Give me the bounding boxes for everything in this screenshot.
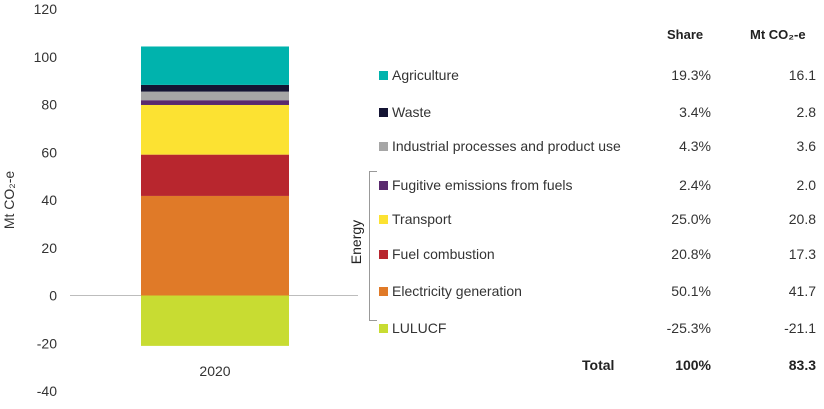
- total-share: 100%: [675, 357, 711, 373]
- legend-label: Agriculture: [392, 67, 459, 83]
- emissions-value: 16.1: [788, 67, 816, 83]
- legend-label: Industrial processes and product use: [392, 138, 621, 154]
- share-value: 25.0%: [671, 211, 711, 227]
- bar-segment: [141, 154, 289, 196]
- share-value: 50.1%: [671, 283, 711, 299]
- total-row: Total 100% 83.3: [379, 356, 824, 376]
- y-axis-ticks: -40 -20 0 20 40 60 80 100 120: [34, 1, 58, 399]
- bar-segment: [141, 46, 289, 85]
- share-value: -25.3%: [666, 320, 711, 336]
- energy-group-label: Energy: [348, 219, 364, 265]
- emissions-value: 3.6: [796, 138, 816, 154]
- legend-row: Industrial processes and product use 4.3%…: [379, 137, 824, 157]
- legend-swatch: [379, 215, 388, 224]
- legend-row: Fuel combustion 20.8% 17.3: [379, 245, 824, 265]
- legend-label: Electricity generation: [392, 283, 522, 299]
- legend-row: Fugitive emissions from fuels 2.4% 2.0: [379, 176, 824, 196]
- legend-label: LULUCF: [392, 320, 447, 336]
- value-column-header: Mt CO₂-e: [750, 27, 806, 42]
- legend-row: Waste 3.4% 2.8: [379, 103, 824, 123]
- emissions-value: 20.8: [788, 211, 816, 227]
- y-tick-label: 120: [34, 1, 58, 17]
- legend-swatch: [379, 250, 388, 259]
- y-tick-label: 100: [34, 49, 58, 65]
- x-tick-label: 2020: [199, 363, 230, 379]
- emissions-value: 2.8: [796, 104, 816, 120]
- bar-segment: [141, 100, 289, 105]
- emissions-value: -21.1: [784, 320, 816, 336]
- y-tick-label: 0: [49, 288, 57, 304]
- legend-row: Transport 25.0% 20.8: [379, 210, 824, 230]
- legend-row: Agriculture 19.3% 16.1: [379, 66, 824, 86]
- share-value: 2.4%: [679, 177, 711, 193]
- y-axis-label: Mt CO₂-e: [1, 171, 17, 230]
- legend-row: LULUCF -25.3% -21.1: [379, 319, 824, 339]
- y-tick-label: 20: [41, 240, 57, 256]
- legend-swatch: [379, 324, 388, 333]
- y-tick-label: 40: [41, 192, 57, 208]
- legend-swatch: [379, 287, 388, 296]
- y-tick-label: -40: [37, 383, 57, 399]
- legend-label: Fugitive emissions from fuels: [392, 177, 573, 193]
- legend-row: Electricity generation 50.1% 41.7: [379, 282, 824, 302]
- share-value: 19.3%: [671, 67, 711, 83]
- y-tick-label: -20: [37, 335, 57, 351]
- bar-segment: [141, 104, 289, 155]
- bar-segment: [141, 295, 289, 346]
- emissions-value: 41.7: [788, 283, 816, 299]
- bar-segment: [141, 91, 289, 101]
- emissions-value: 2.0: [796, 177, 816, 193]
- legend-label: Waste: [392, 104, 432, 120]
- legend-swatch: [379, 71, 388, 80]
- legend-label: Transport: [392, 211, 452, 227]
- stacked-bar: [141, 46, 289, 346]
- energy-bracket: [369, 171, 377, 321]
- emissions-chart: -40 -20 0 20 40 60 80 100 120 2020 Mt CO₂-e: [1, 1, 358, 399]
- legend-swatch: [379, 181, 388, 190]
- y-tick-label: 80: [41, 97, 57, 113]
- share-column-header: Share: [667, 27, 704, 42]
- share-value: 3.4%: [679, 104, 711, 120]
- total-label: Total: [582, 357, 615, 373]
- total-value: 83.3: [788, 357, 816, 373]
- bar-segment: [141, 195, 289, 296]
- y-tick-label: 60: [41, 144, 57, 160]
- share-value: 20.8%: [671, 246, 711, 262]
- legend-swatch: [379, 108, 388, 117]
- emissions-value: 17.3: [788, 246, 816, 262]
- legend-label: Fuel combustion: [392, 246, 495, 262]
- bar-segment: [141, 84, 289, 92]
- share-value: 4.3%: [679, 138, 711, 154]
- legend-swatch: [379, 142, 388, 151]
